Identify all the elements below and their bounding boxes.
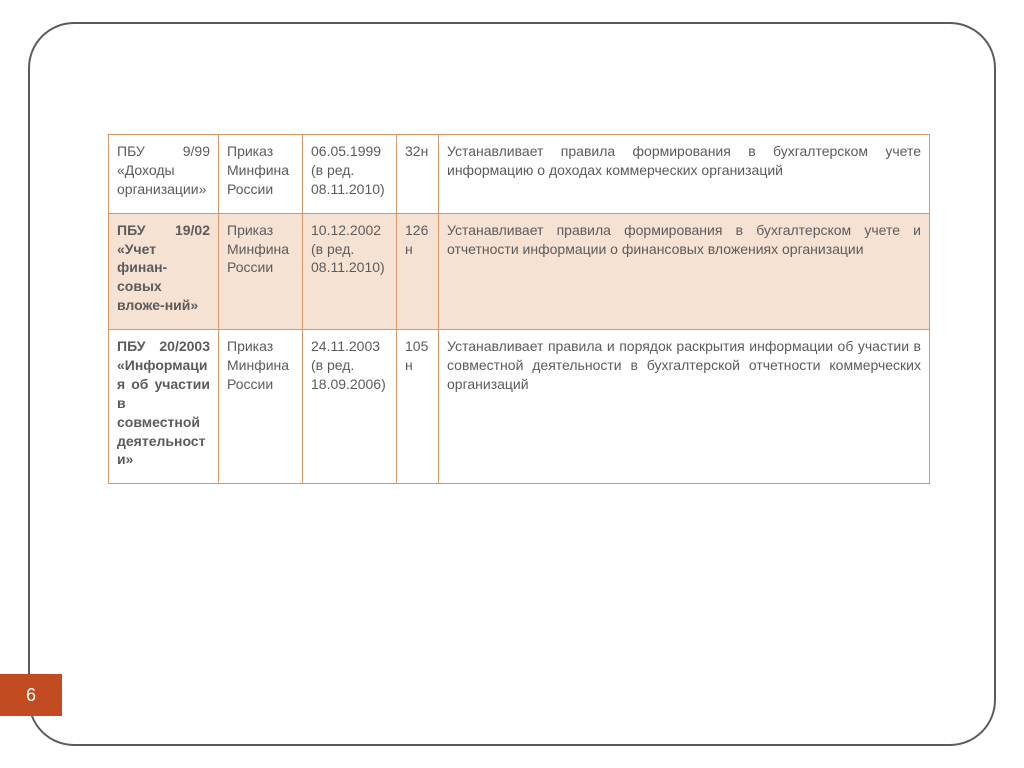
regulations-table-wrap: ПБУ 9/99 «Доходы организации»Приказ Минф…	[108, 134, 930, 484]
page-number-badge: 6	[0, 674, 62, 716]
page-number: 6	[26, 685, 36, 705]
regulations-table: ПБУ 9/99 «Доходы организации»Приказ Минф…	[108, 134, 930, 484]
table-cell: ПБУ 19/02 «Учет финан-совых вложе-ний»	[109, 213, 219, 329]
table-cell: Устанавливает правила формирования в бух…	[439, 135, 930, 214]
table-cell: Устанавливает правила и порядок раскрыти…	[439, 330, 930, 484]
table-cell: ПБУ 20/2003 «Информация об участии в сов…	[109, 330, 219, 484]
table-cell: ПБУ 9/99 «Доходы организации»	[109, 135, 219, 214]
table-cell: 126н	[397, 213, 439, 329]
table-cell: 105н	[397, 330, 439, 484]
table-cell: Приказ Минфина России	[219, 330, 303, 484]
table-cell: 10.12.2002 (в ред. 08.11.2010)	[303, 213, 397, 329]
table-cell: Приказ Минфина России	[219, 213, 303, 329]
table-cell: Приказ Минфина России	[219, 135, 303, 214]
table-cell: Устанавливает правила формирования в бух…	[439, 213, 930, 329]
regulations-tbody: ПБУ 9/99 «Доходы организации»Приказ Минф…	[109, 135, 930, 484]
table-cell: 24.11.2003 (в ред. 18.09.2006)	[303, 330, 397, 484]
table-row: ПБУ 20/2003 «Информация об участии в сов…	[109, 330, 930, 484]
table-row: ПБУ 9/99 «Доходы организации»Приказ Минф…	[109, 135, 930, 214]
table-cell: 32н	[397, 135, 439, 214]
table-row: ПБУ 19/02 «Учет финан-совых вложе-ний»Пр…	[109, 213, 930, 329]
table-cell: 06.05.1999 (в ред. 08.11.2010)	[303, 135, 397, 214]
slide: ПБУ 9/99 «Доходы организации»Приказ Минф…	[0, 0, 1024, 768]
